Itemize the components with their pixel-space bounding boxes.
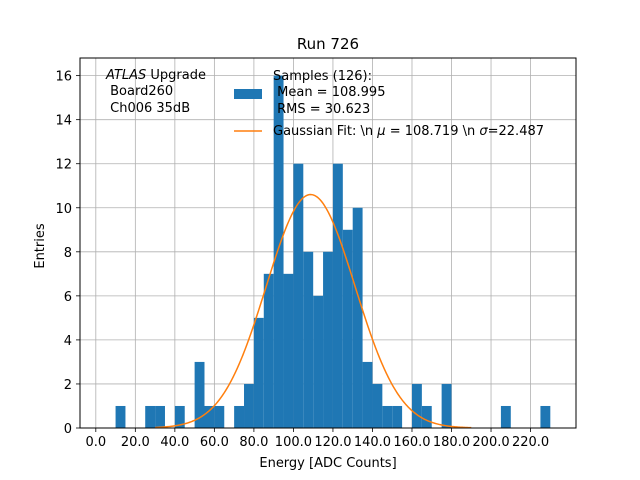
chart-title: Run 726: [297, 35, 359, 53]
y-tick-label: 2: [64, 378, 72, 393]
y-tick-label: 12: [55, 158, 72, 173]
y-tick-label: 4: [64, 334, 72, 349]
gaussian-fit-line: [155, 193, 472, 429]
legend-histogram-line-1: Samples (126):: [273, 69, 372, 84]
atlas-annotation: ATLAS Upgrade Board260 Ch006 35dB: [105, 68, 206, 116]
histogram-bar: [372, 383, 383, 428]
plot-frame: [79, 57, 577, 429]
x-tick-label: 120.0: [314, 435, 351, 450]
histogram-bar: [253, 317, 264, 428]
histogram-bar: [332, 163, 343, 428]
histogram-bar: [382, 405, 393, 428]
x-axis-label: Energy [ADC Counts]: [259, 456, 396, 471]
annotation-upgrade: Upgrade: [146, 68, 206, 83]
histogram-bar: [421, 405, 432, 428]
histogram-bars: [115, 75, 551, 428]
annotation-line-3: Ch006 35dB: [106, 101, 190, 116]
legend-histogram-line-2: Mean = 108.995: [273, 85, 385, 100]
histogram-bar: [273, 75, 284, 428]
histogram-bar: [234, 405, 245, 428]
histogram-bar: [293, 163, 304, 428]
y-tick-label: 14: [55, 114, 72, 129]
x-tick-label: 180.0: [433, 435, 470, 450]
y-tick-label: 10: [55, 202, 72, 217]
histogram-bar: [244, 383, 254, 428]
y-tick-label: 8: [64, 246, 72, 261]
histogram-bar: [352, 207, 363, 428]
histogram-bar: [115, 405, 126, 428]
histogram-bar: [194, 361, 205, 428]
histogram-bar: [362, 361, 373, 428]
x-tick-label: 40.0: [160, 435, 189, 450]
x-tick-label: 140.0: [354, 435, 391, 450]
x-tick-label: 80.0: [239, 435, 268, 450]
y-axis-label: Entries: [33, 223, 48, 269]
histogram-bar: [411, 383, 422, 428]
y-tick-label: 16: [55, 70, 72, 85]
histogram-bar: [263, 273, 274, 428]
x-tick-label: 100.0: [275, 435, 312, 450]
x-tick-label: 0.0: [85, 435, 106, 450]
histogram-bar: [313, 295, 324, 428]
x-tick-label: 220.0: [512, 435, 549, 450]
histogram-bar: [303, 251, 314, 428]
histogram-bar: [540, 405, 551, 428]
histogram-bar: [155, 405, 165, 428]
gaussian-fit: [155, 193, 472, 429]
legend-histogram-swatch: [234, 89, 262, 99]
axis-ticks: 0.0 20.0 40.0 60.0 80.0 100.0 120.0 140.0 160.0 1…: [55, 70, 549, 450]
histogram-bar: [214, 405, 225, 428]
histogram-bar: [145, 405, 156, 428]
x-tick-label: 60.0: [200, 435, 229, 450]
histogram-bar: [500, 405, 511, 428]
x-tick-label: 200.0: [472, 435, 509, 450]
y-tick-label: 6: [64, 290, 72, 305]
x-tick-label: 160.0: [393, 435, 430, 450]
annotation-atlas: ATLAS: [105, 68, 146, 83]
annotation-line-2: Board260: [106, 84, 173, 99]
histogram-bar: [342, 229, 353, 428]
legend-fit-label: Gaussian Fit: \n μ = 108.719 \n σ=22.487: [273, 124, 544, 139]
legend: Samples (126): Mean = 108.995 RMS = 30.6…: [234, 69, 544, 139]
histogram-bar: [392, 405, 403, 428]
annotation-line-1: ATLAS Upgrade: [105, 68, 206, 83]
legend-histogram-line-3: RMS = 30.623: [273, 102, 370, 117]
x-tick-label: 20.0: [121, 435, 150, 450]
y-tick-label: 0: [64, 422, 72, 437]
histogram-bar: [283, 273, 294, 428]
histogram-bar: [441, 383, 452, 428]
histogram-bar: [174, 405, 185, 428]
histogram-bar: [204, 405, 215, 428]
histogram-bar: [323, 251, 333, 428]
